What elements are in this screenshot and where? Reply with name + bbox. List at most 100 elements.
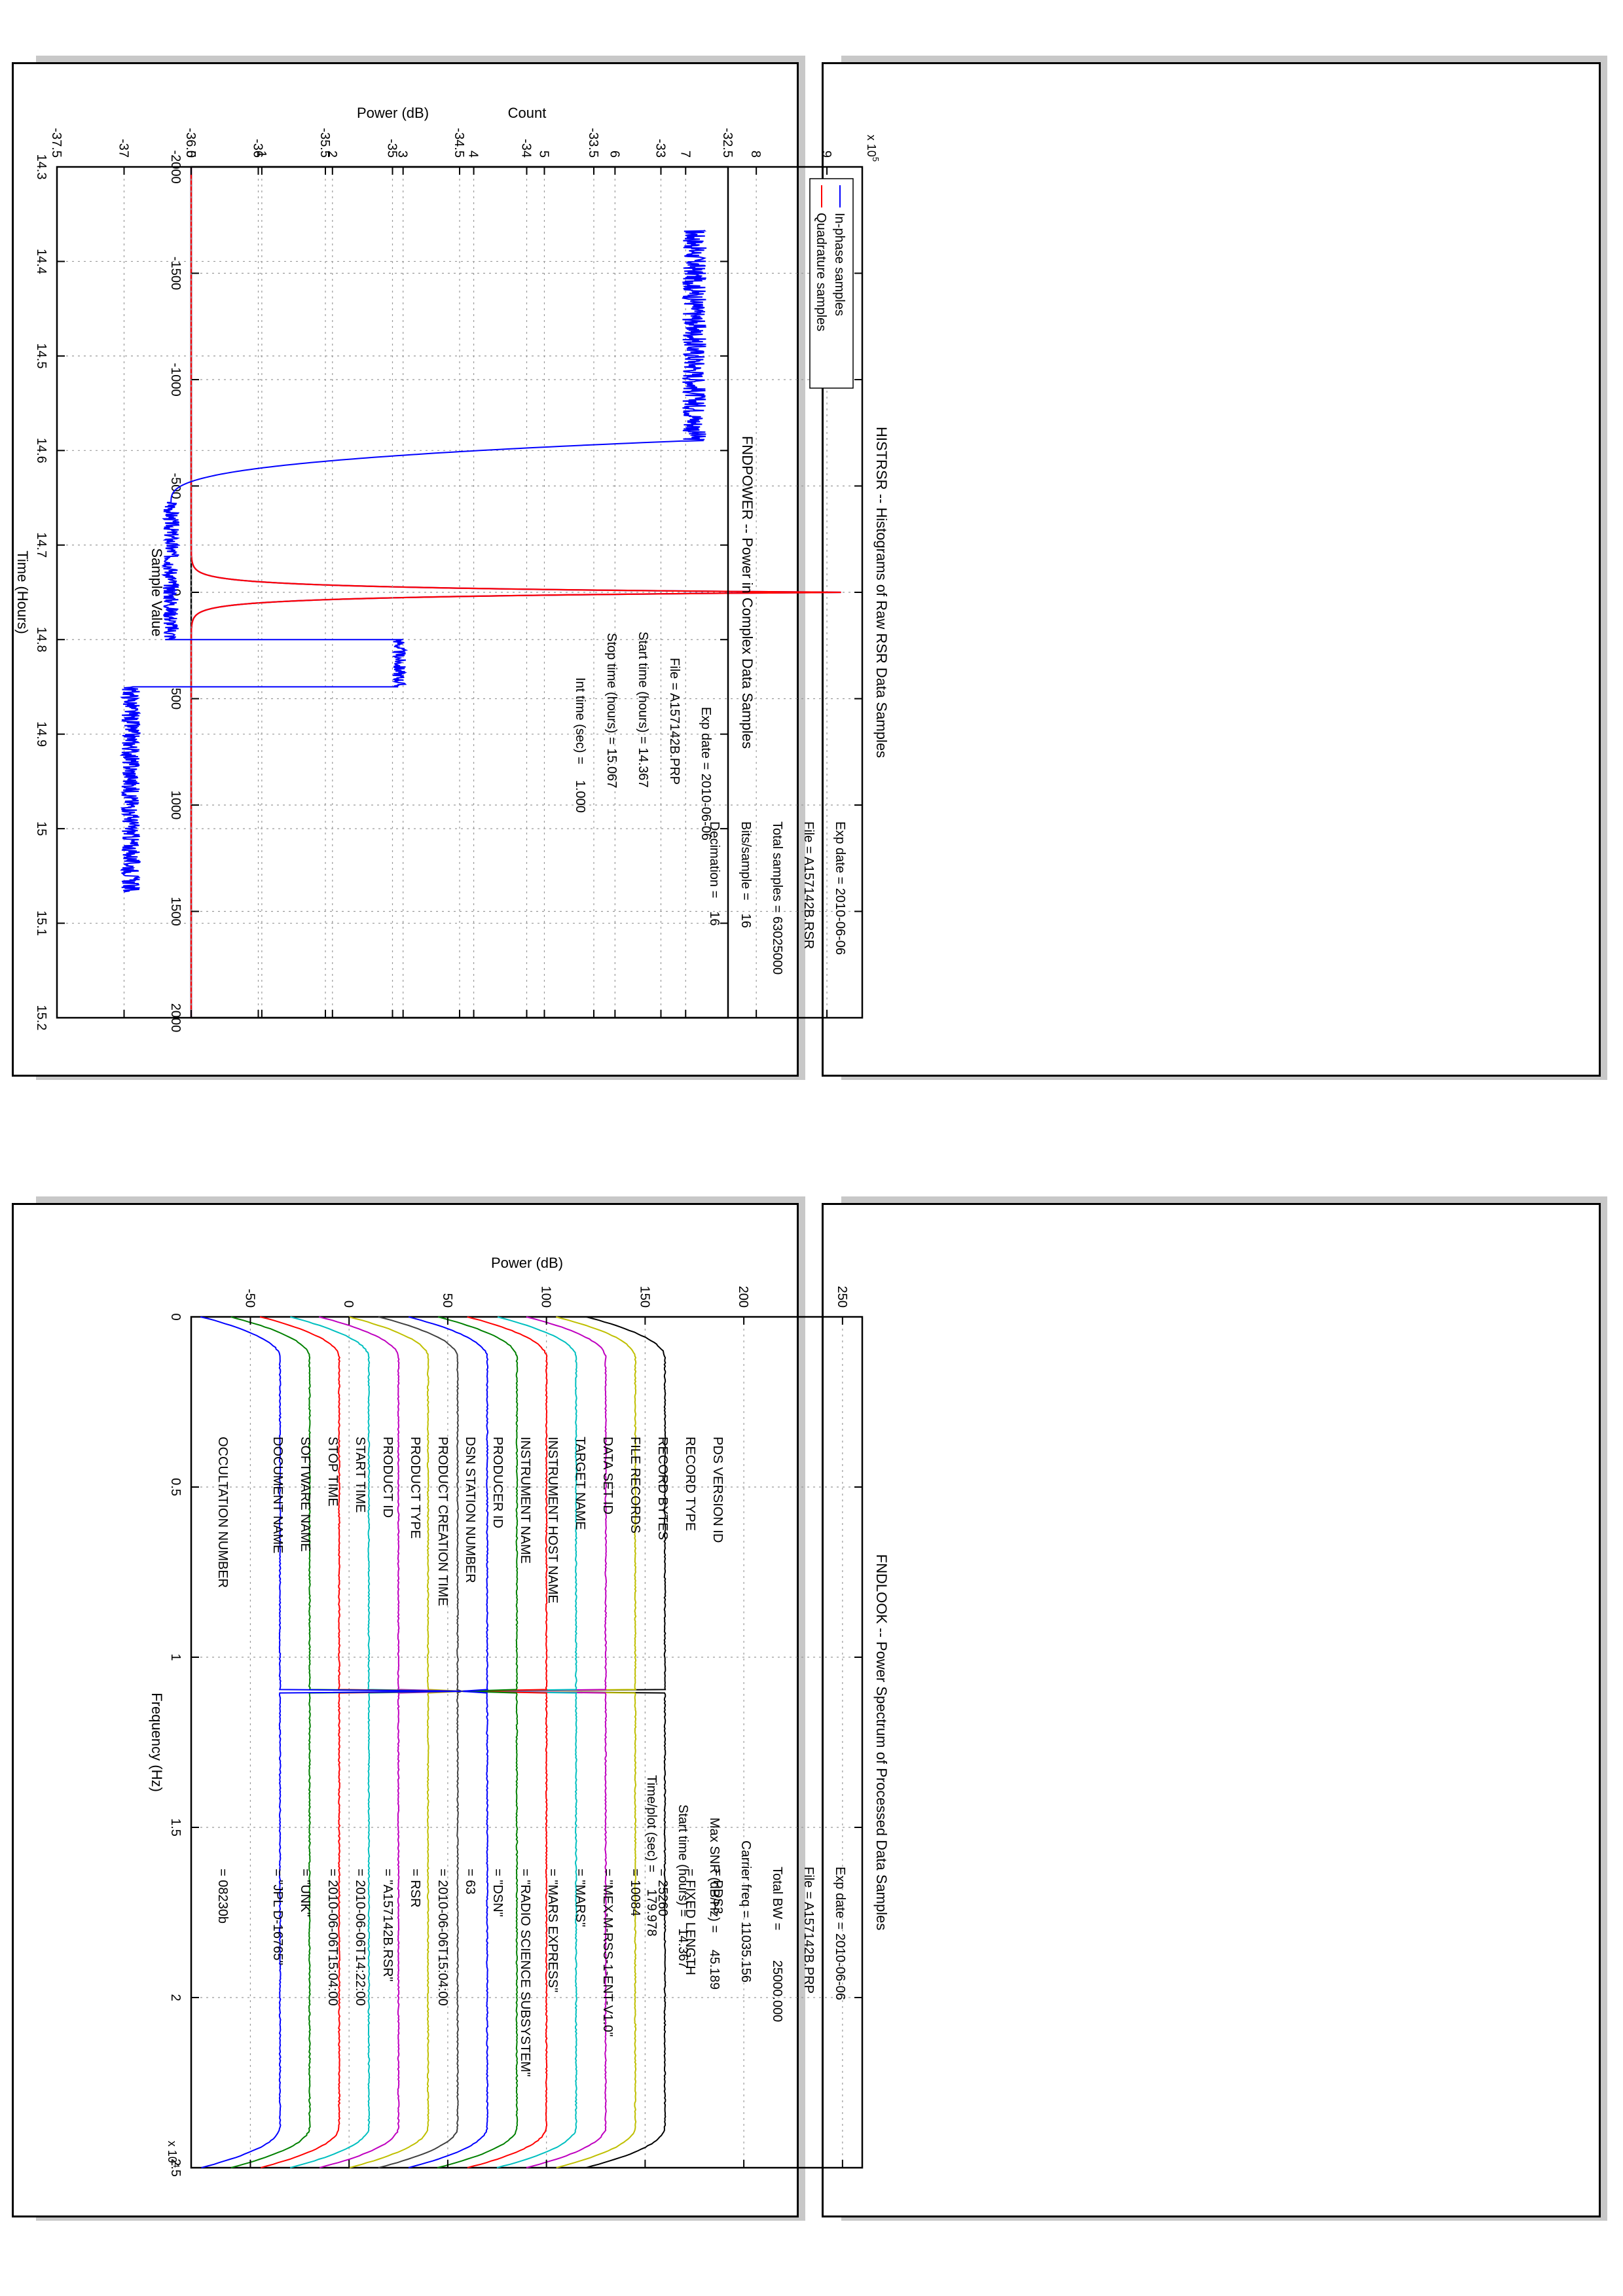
x-tick-label: 14.3 — [34, 154, 48, 180]
x-tick-label: 2 — [168, 1994, 183, 2001]
y-tick-label: 50 — [440, 1293, 454, 1308]
y-tick-label: 6 — [607, 151, 621, 158]
label-value: = PDS3 — [710, 1869, 725, 1914]
label-value: = 2010-06-06T15:04:00 — [325, 1869, 340, 2006]
x-tick-label: 14.7 — [34, 532, 48, 558]
x-tick-label: 1500 — [168, 897, 183, 926]
histrsr-info-line: Exp date = 2010-06-06 — [833, 821, 847, 955]
fndpower-xlabel: Time (Hours) — [14, 550, 31, 634]
x-tick-label: 0 — [168, 588, 183, 596]
label-key: STOP TIME — [325, 1437, 340, 1507]
fndpower-info-line: Start time (hours) = 14.367 — [636, 632, 650, 787]
histrsr-y-multiplier: x 105 — [865, 135, 881, 162]
y-tick-label: -37.5 — [49, 128, 64, 158]
x-tick-label: 14.4 — [34, 249, 48, 274]
fndlook-series-line — [319, 1316, 462, 2168]
x-tick-label: 1 — [168, 1653, 183, 1660]
x-tick-label: 2.5 — [168, 2159, 183, 2177]
y-tick-label: 2 — [325, 151, 339, 158]
y-tick-label: 150 — [637, 1286, 651, 1308]
label-key: DATA SET ID — [600, 1437, 615, 1515]
x-tick-label: 500 — [168, 688, 183, 709]
fndpower-info-line: Exp date = 2010-06-06 — [699, 707, 713, 840]
label-value: = "A157142B.RSR" — [380, 1869, 395, 1982]
x-tick-label: 15.2 — [34, 1005, 48, 1031]
label-table: PDS VERSION ID = PDS3 RECORD TYPE = FIXED L… — [215, 1437, 725, 2077]
label-key: INSTRUMENT HOST NAME — [545, 1437, 560, 1604]
label-key: PDS VERSION ID — [710, 1437, 725, 1543]
label-value: = "JPL D-16765" — [270, 1869, 285, 1965]
label-key: PRODUCT TYPE — [408, 1437, 422, 1539]
x-tick-label: 14.8 — [34, 627, 48, 653]
label-value: = "DSN" — [490, 1869, 505, 1917]
fndlook-series-line — [259, 1316, 462, 2168]
label-value: = "UNK" — [298, 1869, 312, 1917]
y-tick-label: -36 — [251, 139, 265, 158]
y-tick-label: 250 — [835, 1286, 849, 1308]
fndlook-ylabel: Power (dB) — [491, 1255, 563, 1271]
fndlook-ticks: 0 0.5 1 1.5 2 2.5 -50 0 50 100 150 200 250 — [168, 1286, 862, 2177]
histrsr-legend-inphase: In-phase samples — [832, 213, 847, 316]
y-tick-label: -33.5 — [586, 128, 600, 158]
label-value: = 25260 — [655, 1869, 670, 1916]
histrsr-info: Exp date = 2010-06-06 File = A157142B.RS… — [707, 821, 847, 975]
x-tick-label: 14.6 — [34, 438, 48, 463]
fndlook-x-multiplier: x 104 — [166, 2141, 181, 2168]
fndlook-series-line — [461, 1316, 608, 2168]
y-tick-label: -34.5 — [452, 128, 466, 158]
y-tick-label: -50 — [242, 1289, 257, 1308]
histrsr-legend-quadrature: Quadrature samples — [814, 213, 828, 331]
label-value: = "RADIO SCIENCE SUBSYSTEM" — [518, 1869, 532, 2077]
fndlook-info-line: Time/plot (sec) = 179.978 — [644, 1775, 659, 1937]
fndlook-series-line — [461, 1316, 666, 2168]
fndlook-series — [200, 1316, 666, 2168]
fndlook-info-line: Carrier freq = 11035.156 — [739, 1840, 753, 1982]
fndpower-ticks: 14.314.414.514.614.714.814.91515.115.2-3… — [34, 128, 735, 1030]
fndpower-series — [119, 229, 707, 893]
fndpower-grid — [57, 167, 728, 1018]
fndlook-series-line — [408, 1316, 489, 2168]
y-tick-label: -34 — [519, 139, 534, 158]
label-key: INSTRUMENT NAME — [518, 1437, 532, 1564]
histrsr-info-line: File = A157142B.RSR — [801, 821, 816, 949]
label-key: FILE RECORDS — [628, 1437, 642, 1534]
fndlook-series-line — [378, 1316, 464, 2168]
label-table-panel — [12, 1203, 799, 2217]
label-key: DOCUMENT NAME — [270, 1437, 285, 1554]
y-tick-label: 100 — [539, 1286, 553, 1308]
y-tick-label: 200 — [736, 1286, 750, 1308]
fndlook-panel — [822, 1203, 1601, 2217]
y-tick-label: 0 — [341, 1300, 356, 1308]
fndpower-info-line: Stop time (hours) = 15.067 — [604, 633, 619, 788]
y-tick-label: -32.5 — [720, 128, 735, 158]
y-tick-label: -33 — [653, 139, 668, 158]
label-key: TARGET NAME — [573, 1437, 587, 1530]
fndlook-series-line — [230, 1316, 462, 2168]
label-value: = 2010-06-06T15:04:00 — [435, 1869, 450, 2006]
label-key: PRODUCT ID — [380, 1437, 395, 1518]
y-tick-label: 0 — [183, 151, 198, 158]
fndlook-info-line: File = A157142B.PRP — [801, 1867, 816, 1994]
histrsr-panel — [822, 62, 1601, 1077]
label-key: PRODUCER ID — [490, 1437, 505, 1528]
label-key: PRODUCT CREATION TIME — [435, 1437, 450, 1606]
y-tick-label: 3 — [395, 151, 410, 158]
y-tick-label: 9 — [819, 151, 833, 158]
y-tick-label: 1 — [254, 151, 268, 158]
fndlook-chart: 0 0.5 1 1.5 2 2.5 -50 0 50 100 150 200 250 FNDLOOK -… — [149, 1255, 890, 2177]
fndpower-panel — [12, 62, 799, 1077]
fndpower-ylabel: Power (dB) — [357, 105, 429, 121]
fndpower-series-line — [119, 229, 707, 893]
y-tick-label: 5 — [536, 151, 551, 158]
label-key: START TIME — [353, 1437, 367, 1513]
x-tick-label: 14.5 — [34, 343, 48, 368]
x-tick-label: 14.9 — [34, 721, 48, 747]
fndlook-info: Exp date = 2010-06-06 File = A157142B.PR… — [644, 1775, 847, 2022]
x-tick-label: 0 — [168, 1313, 183, 1320]
label-value: = RSR — [408, 1869, 422, 1907]
fndpower-info: Exp date = 2010-06-06 File = A157142B.PR… — [573, 632, 713, 840]
fndpower-title: FNDPOWER -- Power in Complex Data Sample… — [739, 436, 756, 749]
fndlook-series-line — [461, 1316, 548, 2168]
x-tick-label: -500 — [168, 473, 183, 499]
